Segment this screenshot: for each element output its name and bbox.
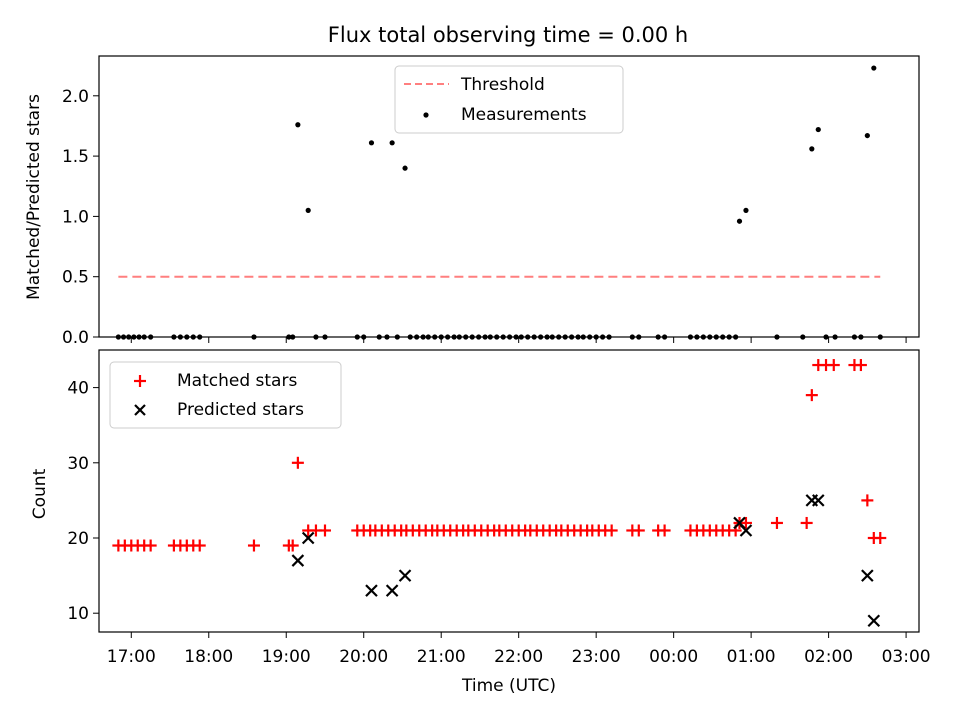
x-axis-label: Time (UTC) <box>461 676 556 696</box>
measurement-point <box>402 165 408 171</box>
predicted-star-point <box>811 494 825 507</box>
matched-star-point <box>805 389 818 402</box>
y-tick-label: 10 <box>67 604 89 624</box>
bottom-plot-marks <box>112 359 887 627</box>
matched-star-point <box>632 524 645 537</box>
top-y-axis-label: Matched/Predicted stars <box>24 94 44 300</box>
x-tick-label: 23:00 <box>572 647 621 667</box>
x-tick-label: 01:00 <box>727 647 776 667</box>
bottom-y-axis-label: Count <box>30 468 50 519</box>
top-axes-frame <box>98 55 920 338</box>
matched-stars-legend-label: Matched stars <box>177 371 297 391</box>
x-tick-label: 03:00 <box>882 647 931 667</box>
matched-star-point <box>658 524 671 537</box>
measurement-point <box>871 65 877 71</box>
x-tick-label: 20:00 <box>339 647 388 667</box>
measurement-point <box>743 207 749 213</box>
measurement-point <box>305 207 311 213</box>
measurements-legend-label: Measurements <box>461 105 587 125</box>
measurement-point <box>864 132 870 139</box>
measurement-point <box>389 140 395 146</box>
top-x-ticks <box>130 337 907 343</box>
y-tick-label: 40 <box>67 379 89 399</box>
y-tick-label: 20 <box>67 529 89 549</box>
x-tick-label: 02:00 <box>804 647 853 667</box>
predicted-star-point <box>398 569 412 582</box>
bottom-legend: Matched stars Predicted stars <box>109 361 342 429</box>
y-tick-label: 1.5 <box>62 147 89 167</box>
matched-stars-legend-marker <box>134 375 146 387</box>
predicted-star-point <box>291 554 305 567</box>
top-chart-title: Flux total observing time = 0.00 h <box>328 23 688 47</box>
matched-star-point <box>291 456 304 469</box>
top-legend: Threshold Measurements <box>394 65 624 134</box>
matched-star-point <box>770 516 783 529</box>
predicted-stars-legend-marker <box>134 404 146 416</box>
threshold-legend-label: Threshold <box>460 75 545 95</box>
x-tick-label: 00:00 <box>649 647 698 667</box>
matched-star-point <box>874 532 887 544</box>
measurement-point <box>368 140 375 146</box>
y-tick-label: 0.5 <box>62 268 89 288</box>
matched-star-point <box>739 516 752 529</box>
bottom-x-ticks: 17:00 18:00 19:00 20:00 21:00 22:00 23:00 00:00… <box>107 632 931 667</box>
predicted-star-point <box>739 524 753 537</box>
predicted-stars-legend-label: Predicted stars <box>177 400 304 420</box>
y-tick-label: 0.0 <box>62 328 89 348</box>
matched-star-point <box>854 359 867 372</box>
top-y-ticks: 0.0 0.5 1.0 1.5 2.0 <box>62 87 99 348</box>
predicted-star-point <box>365 584 378 597</box>
x-tick-label: 19:00 <box>262 647 311 667</box>
x-tick-label: 17:00 <box>107 647 156 667</box>
y-tick-label: 30 <box>67 454 89 474</box>
measurement-point <box>815 126 821 133</box>
measurement-point <box>295 122 301 128</box>
matched-star-point <box>800 516 813 529</box>
matched-star-point <box>861 494 874 507</box>
matched-star-point <box>318 524 331 537</box>
y-tick-label: 1.0 <box>62 207 89 227</box>
predicted-star-point <box>861 569 874 582</box>
y-tick-label: 2.0 <box>62 87 89 107</box>
x-tick-label: 22:00 <box>494 647 543 667</box>
predicted-star-point <box>385 584 399 597</box>
top-legend-box <box>394 65 624 134</box>
x-tick-label: 18:00 <box>184 647 233 667</box>
x-tick-label: 21:00 <box>417 647 466 667</box>
predicted-star-point <box>301 531 315 545</box>
bottom-y-ticks: 10 20 30 40 <box>67 379 99 624</box>
measurements-legend-marker <box>423 112 429 118</box>
matched-star-point <box>193 539 206 552</box>
matched-star-point <box>286 539 299 552</box>
predicted-star-point <box>867 614 881 627</box>
bottom-legend-box <box>109 361 342 429</box>
matched-star-point <box>605 524 618 537</box>
matched-star-point <box>144 539 157 552</box>
matched-star-point <box>247 539 260 552</box>
matched-predicted-panel: 0.00.51.01.52.0 Matched/Predicted stars … <box>24 55 920 348</box>
bottom-axes-frame <box>98 349 920 633</box>
matched-star-point <box>827 359 840 372</box>
count-panel: 10 20 30 40 17:00 18:00 19:00 20:00 21:00 22:00 2… <box>30 349 931 696</box>
measurement-point <box>809 146 815 152</box>
measurement-point <box>736 218 743 224</box>
